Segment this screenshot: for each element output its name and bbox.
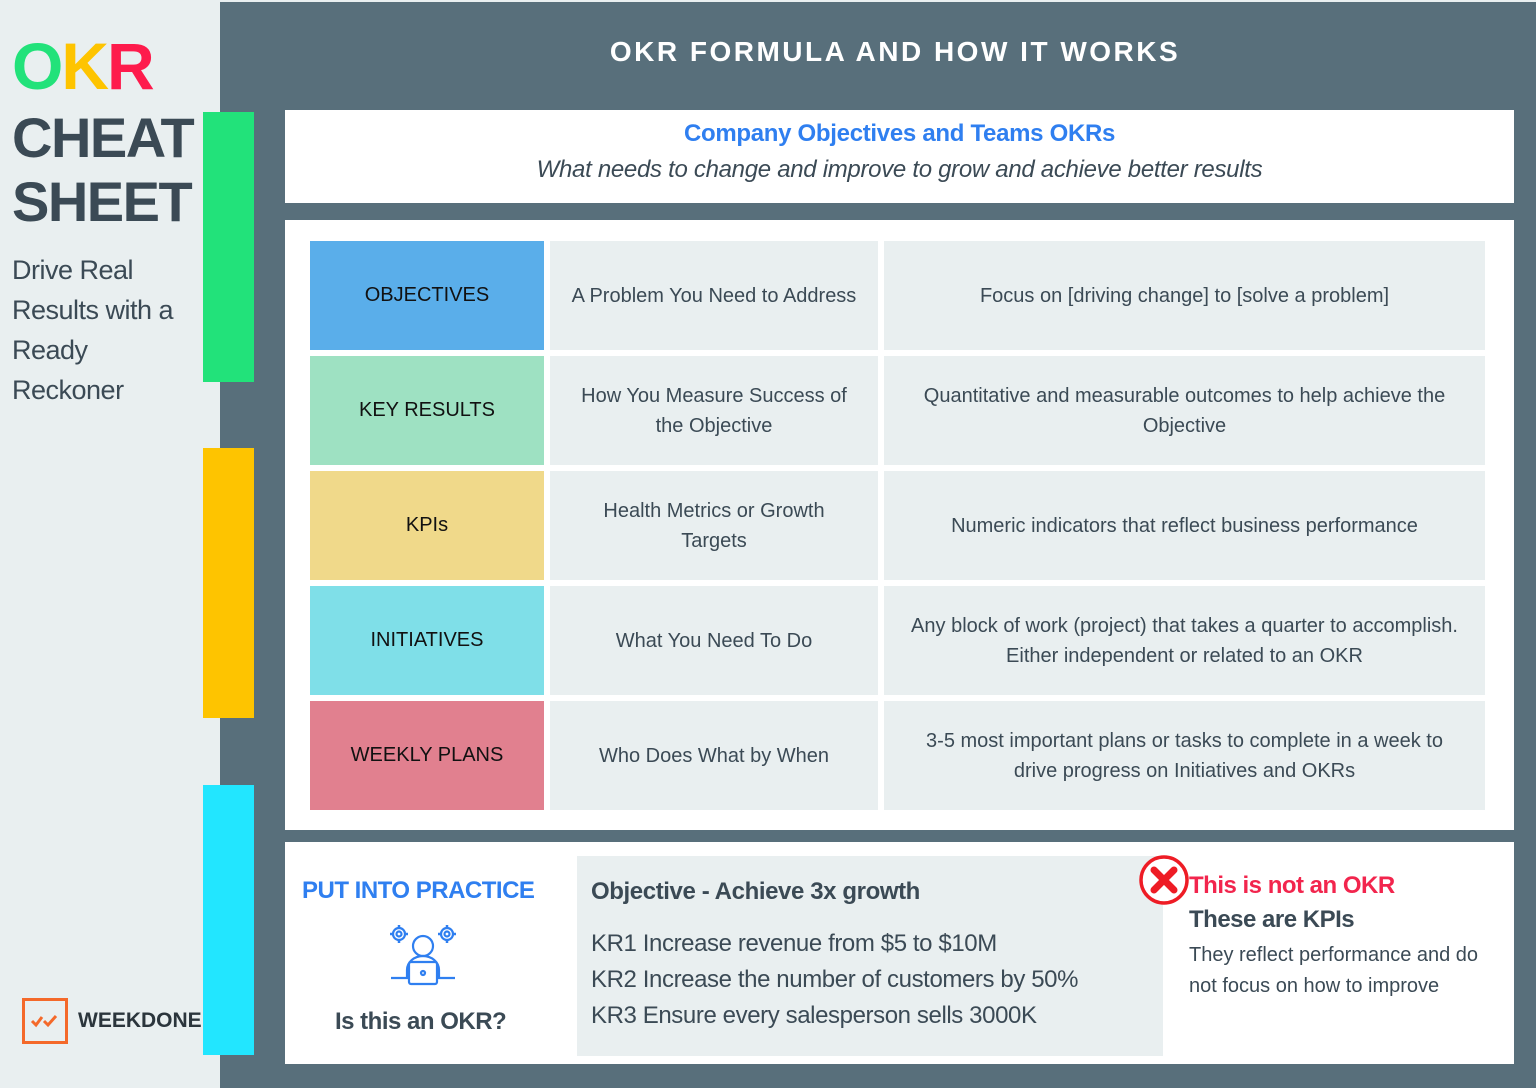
verdict-subtitle: These are KPIs [1189,906,1355,933]
brand-name: WEEKDONE [78,1009,202,1032]
verdict-title: This is not an OKR [1189,872,1395,899]
title-line-2: SHEET [12,170,193,233]
okr-formula-table: OBJECTIVES A Problem You Need to Address… [285,220,1514,830]
accent-bar-cyan [203,785,254,1055]
accent-bar-yellow [203,448,254,718]
example-kr-3: KR3 Ensure every salesperson sells 3000K [591,1002,1037,1029]
row-key: OBJECTIVES [310,241,544,350]
row-meaning: A Problem You Need to Address [550,241,878,350]
practice-card: PUT INTO PRACTICE Is this an OKR? Object… [285,842,1514,1064]
example-kr-1: KR1 Increase revenue from $5 to $10M [591,930,997,957]
example-kr-2: KR2 Increase the number of customers by … [591,966,1079,993]
table-row-key-results: KEY RESULTS How You Measure Success of t… [310,356,1485,465]
row-description: Any block of work (project) that takes a… [884,586,1485,695]
row-meaning: How You Measure Success of the Objective [550,356,878,465]
row-meaning: Health Metrics or Growth Targets [550,471,878,580]
example-objective: Objective - Achieve 3x growth [591,878,920,905]
table-row-kpis: KPIs Health Metrics or Growth Targets Nu… [310,471,1485,580]
cheat-sheet-title: CHEAT SHEET [12,106,195,234]
row-key: KPIs [310,471,544,580]
verdict-text: They reflect performance and do not focu… [1189,944,1479,997]
row-meaning: What You Need To Do [550,586,878,695]
row-key: KEY RESULTS [310,356,544,465]
tagline: Drive Real Results with a Ready Reckoner [12,255,174,405]
practice-title: PUT INTO PRACTICE [302,877,535,904]
intro-title: Company Objectives and Teams OKRs [683,120,1116,147]
logo-letter-o: O [12,29,63,103]
person-laptop-gears-icon [385,920,461,997]
example-key-results: KR1 Increase revenue from $5 to $10M KR2… [591,926,1149,1034]
double-check-icon [22,998,68,1044]
okr-logo: OKR [12,29,155,103]
row-key: INITIATIVES [310,586,544,695]
x-circle-icon [1138,854,1190,911]
intro-subtitle: What needs to change and improve to grow… [536,156,1263,183]
row-description: Quantitative and measurable outcomes to … [884,356,1485,465]
logo-letter-r: R [107,29,155,103]
accent-bar-green [203,112,254,382]
table-row-initiatives: INITIATIVES What You Need To Do Any bloc… [310,586,1485,695]
left-panel: OKR CHEAT SHEET Drive Real Results with … [0,0,220,1088]
intro-card: Company Objectives and Teams OKRs What n… [285,110,1514,203]
row-description: 3-5 most important plans or tasks to com… [884,701,1485,810]
row-description: Focus on [driving change] to [solve a pr… [884,241,1485,350]
okr-example-box: Objective - Achieve 3x growth KR1 Increa… [577,856,1163,1056]
page-title: OKR FORMULA AND HOW IT WORKS [609,36,1181,67]
logo-letter-k: K [61,29,109,103]
practice-question: Is this an OKR? [335,1008,507,1035]
weekdone-brand[interactable]: WEEKDONE [22,998,202,1044]
row-description: Numeric indicators that reflect business… [884,471,1485,580]
table-row-objectives: OBJECTIVES A Problem You Need to Address… [310,241,1485,350]
title-line-1: CHEAT [12,106,195,169]
row-meaning: Who Does What by When [550,701,878,810]
row-key: WEEKLY PLANS [310,701,544,810]
table-row-weekly-plans: WEEKLY PLANS Who Does What by When 3-5 m… [310,701,1485,810]
